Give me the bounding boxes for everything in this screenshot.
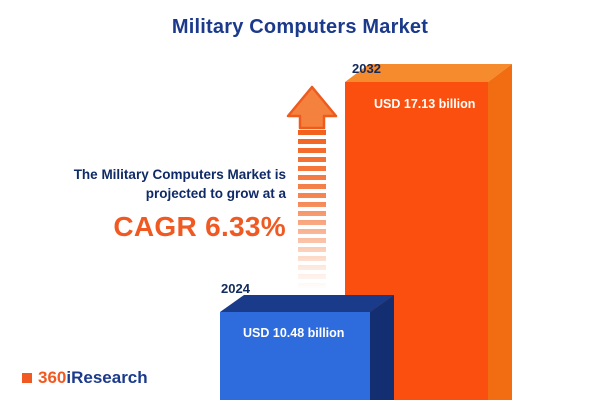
bar-2024-front-face <box>220 312 370 400</box>
arrow-up-icon <box>286 85 338 130</box>
growth-arrow <box>284 84 340 290</box>
description-line-1: The Military Computers Market is <box>73 167 286 182</box>
logo-text-iresearch: iResearch <box>66 368 148 387</box>
bar-2032-top-face <box>345 64 512 82</box>
logo-square-icon <box>22 373 32 383</box>
bar-value-label-2024: USD 10.48 billion <box>243 326 345 340</box>
page-title: Military Computers Market <box>171 16 429 38</box>
bar-year-label-2032: 2032 <box>352 61 381 76</box>
arrow-fade-overlay <box>298 130 326 290</box>
company-logo: 360 iResearch <box>22 368 148 388</box>
bar-2024-side-face <box>370 295 394 400</box>
bar-value-label-2032: USD 17.13 billion <box>374 97 476 111</box>
cagr-value: CAGR 6.33% <box>113 211 286 242</box>
market-description: The Military Computers Market is project… <box>28 165 286 243</box>
bar-year-label-2024: 2024 <box>221 281 250 296</box>
bar-2032-side-face <box>488 64 512 400</box>
logo-text-360: 360 <box>38 368 67 387</box>
description-line-2: projected to grow at a <box>145 186 286 201</box>
bar-2024-top-face <box>220 295 394 312</box>
